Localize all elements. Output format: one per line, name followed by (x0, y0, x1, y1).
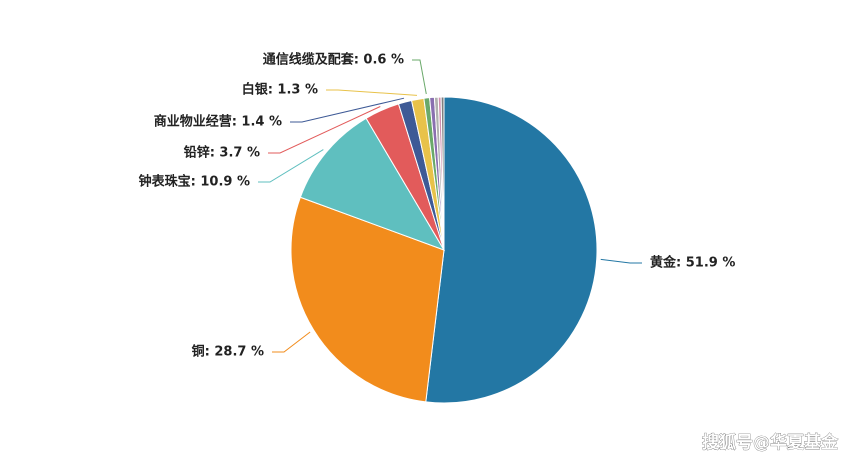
data-label: 钟表珠宝: 10.9 % (139, 174, 250, 190)
leader-line (258, 149, 324, 183)
data-label: 通信线缆及配套: 0.6 % (263, 52, 404, 68)
data-label: 商业物业经营: 1.4 % (154, 114, 282, 130)
pie-slice (299, 117, 446, 251)
leader-line (412, 59, 427, 95)
data-label: 白银: 1.3 % (242, 82, 318, 98)
pie-slice (440, 96, 445, 251)
leader-line (272, 331, 311, 353)
pie-slice (290, 196, 445, 403)
leader-line (600, 258, 642, 264)
watermark: 搜狐号@华夏基金 (702, 432, 839, 453)
data-label: 铅锌: 3.7 % (184, 145, 260, 161)
data-label: 黄金: 51.9 % (650, 255, 735, 271)
leader-line (268, 106, 381, 154)
leader-line (290, 97, 405, 123)
data-label: 铜: 28.7 % (191, 344, 264, 360)
pie-slice (425, 96, 598, 404)
leader-line (326, 89, 418, 96)
